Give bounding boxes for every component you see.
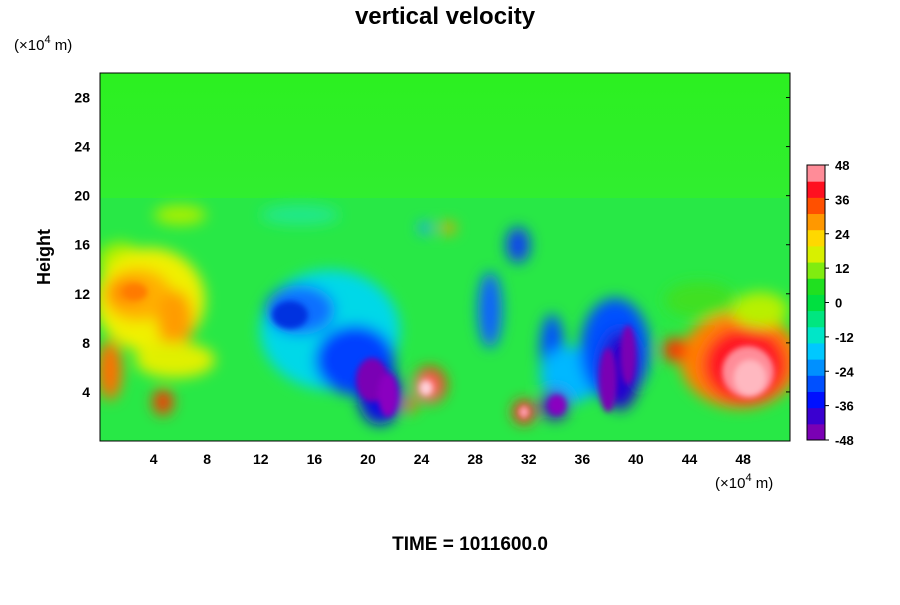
time-label: TIME = 1011600.0 <box>392 534 548 555</box>
y-tick-label: 16 <box>74 237 90 253</box>
x-tick-label: 40 <box>628 451 644 467</box>
colorbar-swatch <box>807 342 825 360</box>
colorbar-swatch <box>807 326 825 344</box>
colorbar-tick-label: -12 <box>835 330 854 345</box>
y-tick-label: 12 <box>74 286 90 302</box>
colorbar-swatch <box>807 294 825 312</box>
field-upper-layer <box>100 73 790 198</box>
colorbar-swatch <box>807 375 825 392</box>
y-tick-label: 24 <box>74 139 90 155</box>
colorbar-swatch <box>807 213 825 231</box>
x-tick-label: 12 <box>253 451 269 467</box>
x-tick-label: 4 <box>150 451 158 467</box>
colorbar-tick-label: -24 <box>835 364 855 379</box>
x-tick-label: 24 <box>414 451 430 467</box>
y-tick-label: 8 <box>82 335 90 351</box>
colorbar-swatch <box>807 262 825 279</box>
x-tick-label: 8 <box>203 451 211 467</box>
x-tick-label: 32 <box>521 451 537 467</box>
colorbar-swatch <box>807 407 825 425</box>
x-tick-label: 28 <box>467 451 483 467</box>
x-axis-unit: (×104 m) <box>715 472 773 492</box>
colorbar-tick-label: 48 <box>835 158 849 173</box>
colorbar: 48 36 24 12 0 -12 -24 -36 -48 <box>806 158 855 448</box>
x-tick-label: 36 <box>575 451 591 467</box>
chart-title: vertical velocity <box>355 3 536 30</box>
x-tick-label: 44 <box>682 451 698 467</box>
colorbar-swatch <box>807 310 825 328</box>
colorbar-swatch <box>807 359 825 376</box>
colorbar-swatch <box>807 391 825 409</box>
colorbar-tick-label: 24 <box>835 227 850 242</box>
heatmap-field <box>100 73 790 441</box>
colorbar-tick-label: -36 <box>835 399 854 414</box>
x-axis-ticks: 4 8 12 16 20 24 28 32 36 40 44 48 <box>150 451 751 467</box>
y-tick-label: 20 <box>74 188 90 204</box>
y-axis-label: Height <box>34 229 54 285</box>
colorbar-tick-label: 36 <box>835 192 849 207</box>
y-axis-unit: (×104 m) <box>14 34 72 54</box>
colorbar-tick-label: 0 <box>835 296 842 311</box>
y-tick-label: 4 <box>82 384 90 400</box>
colorbar-tick-label: 12 <box>835 261 849 276</box>
colorbar-swatch <box>807 278 825 295</box>
y-axis-ticks: 4 8 12 16 20 24 28 <box>74 90 790 400</box>
colorbar-swatch <box>807 423 825 441</box>
x-tick-label: 20 <box>360 451 376 467</box>
colorbar-tick-label: -48 <box>835 433 854 448</box>
colorbar-swatch <box>807 181 825 198</box>
x-tick-label: 48 <box>735 451 751 467</box>
colorbar-swatch <box>807 229 825 247</box>
colorbar-swatch <box>807 165 825 182</box>
x-tick-label: 16 <box>307 451 323 467</box>
y-tick-label: 28 <box>74 90 90 106</box>
plot-frame <box>99 72 791 442</box>
colorbar-swatch <box>807 197 825 215</box>
colorbar-swatch <box>807 245 825 263</box>
